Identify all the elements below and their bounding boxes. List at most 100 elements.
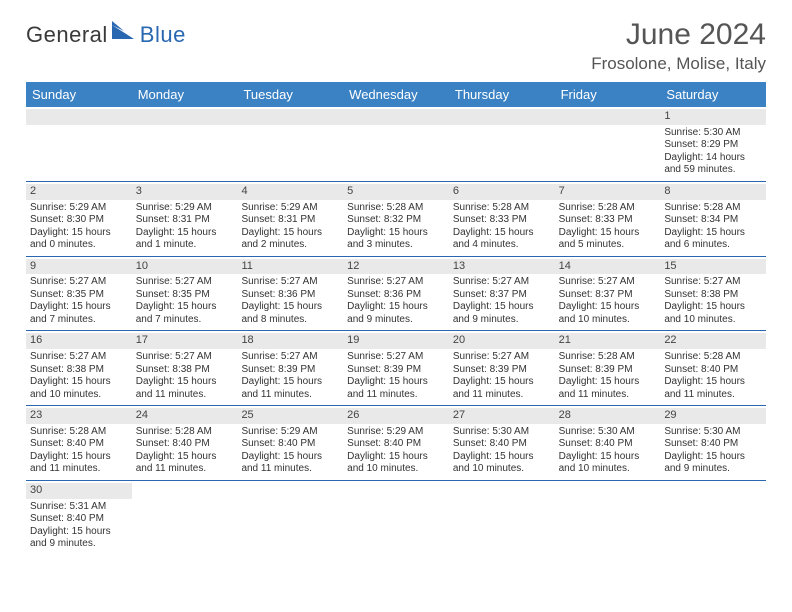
day-info-line: and 11 minutes. bbox=[136, 463, 234, 476]
day-number: 29 bbox=[660, 408, 766, 424]
day-info-line: and 0 minutes. bbox=[30, 239, 128, 252]
day-cell: 13Sunrise: 5:27 AMSunset: 8:37 PMDayligh… bbox=[449, 257, 555, 331]
day-cell bbox=[449, 107, 555, 181]
day-info-line: Sunset: 8:30 PM bbox=[30, 214, 128, 227]
day-info-line: and 7 minutes. bbox=[30, 314, 128, 327]
day-info-line: and 11 minutes. bbox=[136, 389, 234, 402]
weekday-header: Saturday bbox=[660, 82, 766, 107]
day-info-line: Sunrise: 5:29 AM bbox=[136, 202, 234, 215]
day-cell: 27 Sunrise: 5:30 AMSunset: 8:40 PMDayligh… bbox=[449, 406, 555, 480]
day-info-line: Daylight: 15 hours bbox=[241, 451, 339, 464]
day-info-line: Daylight: 15 hours bbox=[136, 376, 234, 389]
day-cell bbox=[237, 107, 343, 181]
day-info-line: Daylight: 15 hours bbox=[453, 301, 551, 314]
day-info-line: Daylight: 15 hours bbox=[30, 227, 128, 240]
day-info-line: and 11 minutes. bbox=[664, 389, 762, 402]
day-info-line: Sunset: 8:31 PM bbox=[136, 214, 234, 227]
day-info-line: Sunset: 8:38 PM bbox=[30, 364, 128, 377]
week-row: 1Sunrise: 5:30 AMSunset: 8:29 PMDaylight… bbox=[26, 107, 766, 182]
weeks-container: 1Sunrise: 5:30 AMSunset: 8:29 PMDaylight… bbox=[26, 107, 766, 555]
day-info-line: and 9 minutes. bbox=[347, 314, 445, 327]
day-cell: 28Sunrise: 5:30 AMSunset: 8:40 PMDayligh… bbox=[555, 406, 661, 480]
day-info-line: Sunset: 8:39 PM bbox=[453, 364, 551, 377]
day-info-line: Sunset: 8:38 PM bbox=[136, 364, 234, 377]
day-info-line: Sunrise: 5:28 AM bbox=[347, 202, 445, 215]
day-info-line: Sunset: 8:32 PM bbox=[347, 214, 445, 227]
calendar-grid: SundayMondayTuesdayWednesdayThursdayFrid… bbox=[26, 82, 766, 555]
day-info-line: and 11 minutes. bbox=[30, 463, 128, 476]
day-info-line: Sunset: 8:40 PM bbox=[30, 513, 128, 526]
day-info-line: Sunset: 8:37 PM bbox=[453, 289, 551, 302]
day-info-line: and 10 minutes. bbox=[559, 314, 657, 327]
title-block: June 2024 Frosolone, Molise, Italy bbox=[591, 18, 766, 74]
day-cell: 26Sunrise: 5:29 AMSunset: 8:40 PMDayligh… bbox=[343, 406, 449, 480]
day-info-line: Sunset: 8:40 PM bbox=[453, 438, 551, 451]
day-cell: 8Sunrise: 5:28 AMSunset: 8:34 PMDaylight… bbox=[660, 182, 766, 256]
day-info-line: Daylight: 15 hours bbox=[453, 451, 551, 464]
day-cell: 21Sunrise: 5:28 AMSunset: 8:39 PMDayligh… bbox=[555, 331, 661, 405]
weekday-header-row: SundayMondayTuesdayWednesdayThursdayFrid… bbox=[26, 82, 766, 107]
day-cell: 1Sunrise: 5:30 AMSunset: 8:29 PMDaylight… bbox=[660, 107, 766, 181]
day-info-line: Daylight: 15 hours bbox=[241, 376, 339, 389]
day-number: 10 bbox=[132, 259, 238, 275]
day-number: 4 bbox=[237, 184, 343, 200]
day-info-line: Sunrise: 5:28 AM bbox=[664, 351, 762, 364]
day-number: 22 bbox=[660, 333, 766, 349]
day-cell: 29Sunrise: 5:30 AMSunset: 8:40 PMDayligh… bbox=[660, 406, 766, 480]
day-info-line: Daylight: 15 hours bbox=[559, 376, 657, 389]
day-info-line: Sunrise: 5:27 AM bbox=[559, 276, 657, 289]
day-info-line: Daylight: 15 hours bbox=[347, 301, 445, 314]
week-row: 23Sunrise: 5:28 AMSunset: 8:40 PMDayligh… bbox=[26, 406, 766, 481]
day-cell: 3Sunrise: 5:29 AMSunset: 8:31 PMDaylight… bbox=[132, 182, 238, 256]
day-number: 20 bbox=[449, 333, 555, 349]
day-info-line: and 10 minutes. bbox=[30, 389, 128, 402]
day-info-line: Daylight: 15 hours bbox=[559, 301, 657, 314]
day-info-line: and 4 minutes. bbox=[453, 239, 551, 252]
day-info-line: Sunset: 8:40 PM bbox=[664, 364, 762, 377]
day-info-line: Sunset: 8:40 PM bbox=[664, 438, 762, 451]
day-info-line: Sunset: 8:40 PM bbox=[241, 438, 339, 451]
day-cell: 14Sunrise: 5:27 AMSunset: 8:37 PMDayligh… bbox=[555, 257, 661, 331]
day-number: 13 bbox=[449, 259, 555, 275]
day-info-line: Sunrise: 5:28 AM bbox=[30, 426, 128, 439]
day-info-line: Daylight: 15 hours bbox=[241, 301, 339, 314]
day-cell: 22 Sunrise: 5:28 AMSunset: 8:40 PMDayligh… bbox=[660, 331, 766, 405]
day-info-line: Sunrise: 5:29 AM bbox=[241, 202, 339, 215]
day-number: 16 bbox=[26, 333, 132, 349]
day-number: 27 bbox=[449, 408, 555, 424]
day-info-line: Sunrise: 5:30 AM bbox=[453, 426, 551, 439]
day-info-line: Daylight: 15 hours bbox=[664, 301, 762, 314]
day-info-line: Daylight: 15 hours bbox=[347, 451, 445, 464]
day-cell: 2Sunrise: 5:29 AMSunset: 8:30 PMDaylight… bbox=[26, 182, 132, 256]
day-info-line: Sunset: 8:40 PM bbox=[30, 438, 128, 451]
empty-daynum bbox=[343, 109, 449, 125]
day-info-line: Sunset: 8:40 PM bbox=[136, 438, 234, 451]
day-info-line: Sunrise: 5:28 AM bbox=[453, 202, 551, 215]
day-number: 24 bbox=[132, 408, 238, 424]
day-info-line: Sunset: 8:29 PM bbox=[664, 139, 762, 152]
day-info-line: Sunset: 8:40 PM bbox=[347, 438, 445, 451]
day-info-line: and 11 minutes. bbox=[559, 389, 657, 402]
day-cell bbox=[660, 481, 766, 555]
day-info-line: Daylight: 15 hours bbox=[664, 451, 762, 464]
day-cell: 15Sunrise: 5:27 AMSunset: 8:38 PMDayligh… bbox=[660, 257, 766, 331]
day-cell: 9Sunrise: 5:27 AMSunset: 8:35 PMDaylight… bbox=[26, 257, 132, 331]
day-info-line: Sunset: 8:40 PM bbox=[559, 438, 657, 451]
day-info-line: and 11 minutes. bbox=[347, 389, 445, 402]
day-cell bbox=[343, 481, 449, 555]
day-info-line: Sunset: 8:39 PM bbox=[241, 364, 339, 377]
day-info-line: and 8 minutes. bbox=[241, 314, 339, 327]
day-info-line: Sunrise: 5:28 AM bbox=[559, 202, 657, 215]
weekday-header: Sunday bbox=[26, 82, 132, 107]
day-info-line: Sunrise: 5:28 AM bbox=[664, 202, 762, 215]
day-info-line: Sunrise: 5:27 AM bbox=[664, 276, 762, 289]
weekday-header: Monday bbox=[132, 82, 238, 107]
day-info-line: Daylight: 15 hours bbox=[664, 376, 762, 389]
day-info-line: Sunset: 8:37 PM bbox=[559, 289, 657, 302]
logo: General Blue bbox=[26, 22, 186, 48]
day-info-line: Sunset: 8:33 PM bbox=[453, 214, 551, 227]
day-info-line: Daylight: 15 hours bbox=[559, 451, 657, 464]
day-info-line: Daylight: 15 hours bbox=[559, 227, 657, 240]
day-cell: 25Sunrise: 5:29 AMSunset: 8:40 PMDayligh… bbox=[237, 406, 343, 480]
day-info-line: and 10 minutes. bbox=[347, 463, 445, 476]
